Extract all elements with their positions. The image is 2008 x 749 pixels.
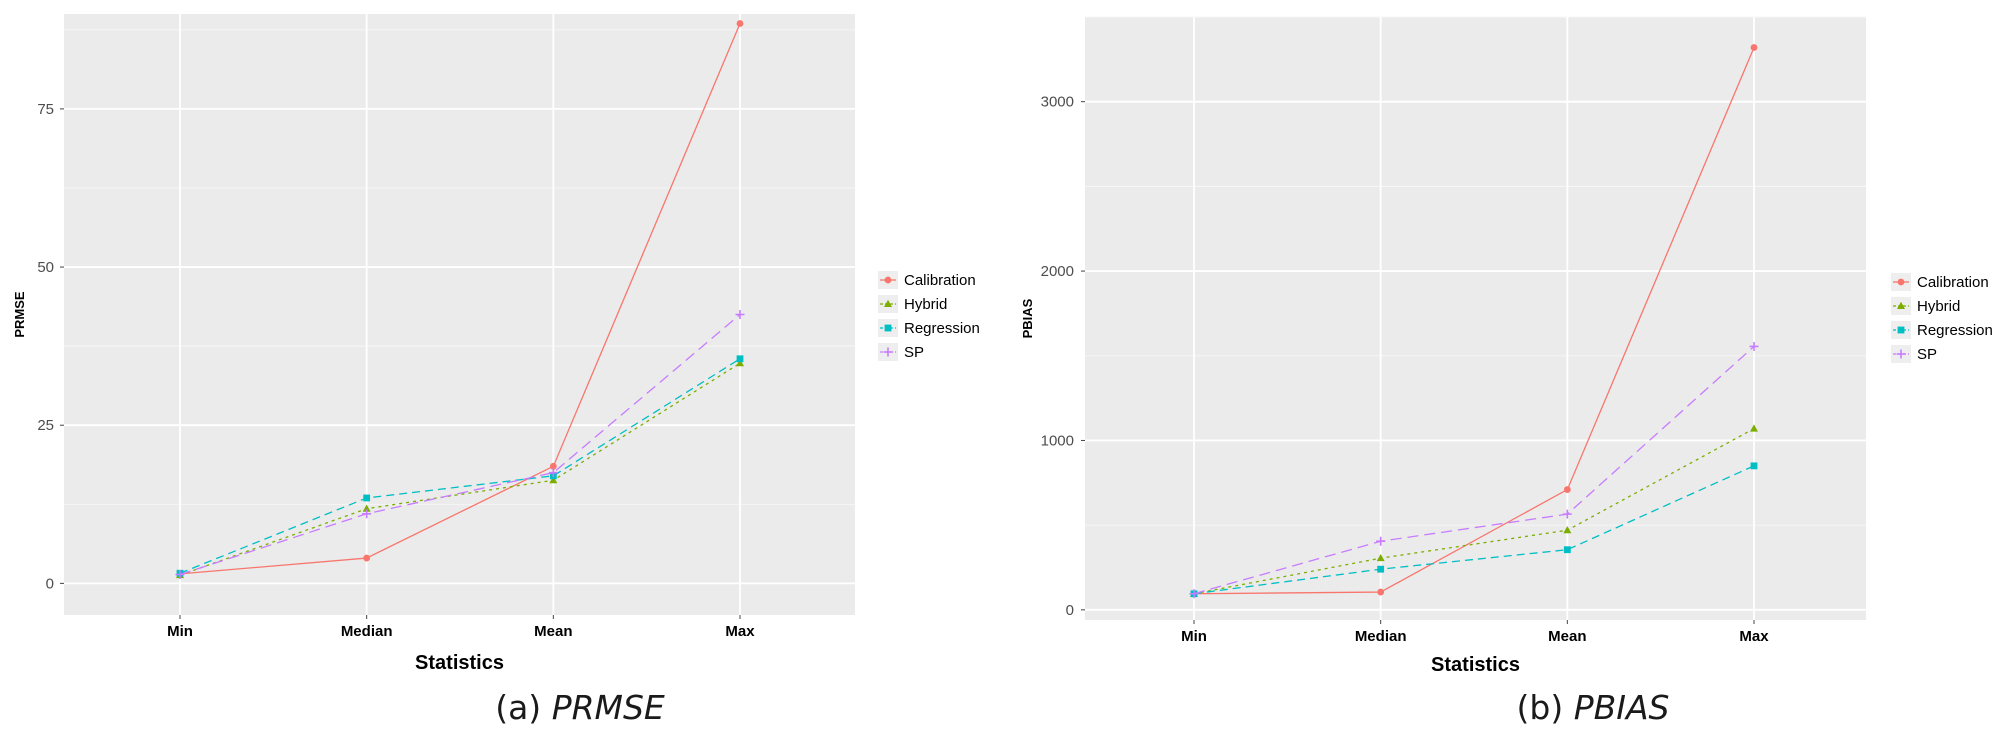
series-line-hybrid xyxy=(179,362,741,576)
legend: Calibration Hybrid Regression SP xyxy=(1891,273,1993,363)
data-point-sp xyxy=(362,509,372,519)
data-point-calibration xyxy=(1750,44,1758,51)
data-point-calibration xyxy=(549,462,557,470)
series-line-regression xyxy=(179,358,741,574)
plot-panel xyxy=(1085,17,1866,620)
data-point-regression xyxy=(1377,565,1385,573)
data-point-sp xyxy=(1749,341,1759,351)
y-tick-label: 0 xyxy=(46,575,54,592)
data-point-hybrid xyxy=(1376,553,1385,562)
legend-marker-calibration xyxy=(884,276,892,284)
legend: Calibration Hybrid Regression SP xyxy=(878,271,980,361)
x-axis-title: Statistics xyxy=(1431,654,1520,676)
y-tick-label: 75 xyxy=(37,101,54,118)
data-point-calibration xyxy=(1563,486,1571,493)
x-axis-title: Statistics xyxy=(415,652,504,674)
data-point-sp xyxy=(1562,509,1572,519)
y-tick-label: 1000 xyxy=(1041,432,1074,449)
legend-label-regression: Regression xyxy=(904,320,980,337)
y-tick-label: 2000 xyxy=(1041,263,1074,280)
legend-marker-calibration xyxy=(1897,278,1905,286)
caption-a: (a) PRMSE xyxy=(280,688,880,727)
x-tick-label: Mean xyxy=(534,623,572,640)
x-tick-label: Min xyxy=(167,623,193,640)
y-axis-title: PRMSE xyxy=(12,291,27,338)
y-tick-label: 3000 xyxy=(1041,94,1074,111)
y-tick-label: 25 xyxy=(37,417,54,434)
legend-marker-regression xyxy=(884,324,892,332)
data-point-regression xyxy=(363,494,371,502)
legend-label-regression: Regression xyxy=(1917,322,1993,339)
data-point-hybrid xyxy=(549,476,558,484)
caption-b-title: PBIAS xyxy=(1573,688,1670,727)
caption-a-letter: (a) xyxy=(495,688,542,727)
chart-a: 0 25 50 75 Min Median Mean Max Statistics PRMSE Ca… xyxy=(12,14,980,674)
data-point-sp xyxy=(1189,589,1199,599)
data-point-sp xyxy=(1376,536,1386,546)
x-tick-label: Min xyxy=(1181,628,1207,645)
caption-a-title: PRMSE xyxy=(551,688,665,727)
legend-label-hybrid: Hybrid xyxy=(904,296,947,313)
data-point-regression xyxy=(1563,546,1571,554)
data-point-sp xyxy=(548,468,558,478)
caption-b: (b) PBIAS xyxy=(1293,688,1893,727)
y-tick-label: 0 xyxy=(1066,602,1074,619)
legend-marker-hybrid xyxy=(884,299,892,307)
series-line-calibration xyxy=(179,23,741,575)
x-tick-label: Median xyxy=(1355,628,1407,645)
series-line-calibration xyxy=(1193,47,1755,595)
series-line-hybrid xyxy=(1193,428,1755,595)
x-tick-label: Mean xyxy=(1548,628,1586,645)
data-point-calibration xyxy=(736,20,744,27)
legend-label-hybrid: Hybrid xyxy=(1917,298,1960,315)
y-tick-label: 50 xyxy=(37,259,54,276)
legend-marker-sp xyxy=(883,347,893,357)
legend-label-sp: SP xyxy=(1917,346,1937,363)
legend-label-sp: SP xyxy=(904,344,924,361)
x-tick-label: Max xyxy=(1739,628,1769,645)
legend-marker-regression xyxy=(1897,326,1905,334)
legend-label-calibration: Calibration xyxy=(904,272,976,289)
series-line-sp xyxy=(179,314,741,576)
legend-marker-sp xyxy=(1896,349,1906,359)
data-point-sp xyxy=(735,310,745,319)
data-point-hybrid xyxy=(362,504,371,512)
series-line-regression xyxy=(1193,465,1755,595)
data-point-regression xyxy=(1750,462,1758,470)
data-point-calibration xyxy=(363,554,371,562)
chart-b: 0 1000 2000 3000 Min Median Mean Max Statistics P… xyxy=(1020,16,1993,676)
caption-b-letter: (b) xyxy=(1516,688,1564,727)
x-tick-label: Max xyxy=(725,623,755,640)
data-point-regression xyxy=(736,355,744,363)
x-tick-label: Median xyxy=(341,623,393,640)
data-point-sp xyxy=(175,570,185,580)
data-point-calibration xyxy=(1377,588,1385,596)
legend-marker-hybrid xyxy=(1897,301,1905,309)
y-axis-title: PBIAS xyxy=(1020,298,1035,338)
plot-panel xyxy=(64,14,855,615)
legend-label-calibration: Calibration xyxy=(1917,274,1989,291)
data-point-hybrid xyxy=(1750,424,1758,432)
data-point-hybrid xyxy=(736,359,744,367)
data-point-hybrid xyxy=(1563,526,1572,534)
